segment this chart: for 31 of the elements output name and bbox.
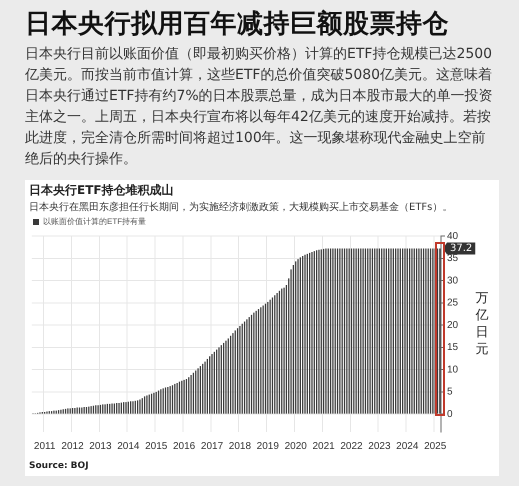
x-tick-label: 2020 [284,440,308,452]
x-tick-label: 2016 [172,440,196,452]
x-tick-label: 2015 [145,440,168,452]
chart-subtitle: 日本央行ETF持仓堆积成山 [29,182,174,199]
y-tick-label: 20 [447,320,459,331]
x-tick-label: 2022 [340,440,364,452]
y-tick-label: 30 [447,275,459,286]
source-note: Source: BOJ [29,461,89,471]
x-tick-label: 2011 [34,440,56,452]
annotation: 37.2 [450,243,472,254]
chart-title: 日本央行拟用百年减持巨额股票持仓 [25,8,449,41]
legend-label: 以账面价值计算的ETF持有量 [43,217,146,226]
text: 日本央行在黑田东彦担任行长期间，为实施经济刺激政策，大规模购买上市交易基金（ETFs）。 [29,200,452,214]
x-tick-label: 2019 [256,440,280,452]
text: 日本央行目前以账面价值（即最初购买价格）计算的ETF持仓规模已达2500亿美元。而按当前市值计算，这些ETF的总价值突破5080亿美元。这意味着日本央行通过ETF持有约7%的日本股票总量，成为日本股市最大的单一投资主体之一。上周五，日本央行宣布将以每年42亿美元的速度开始减持。若按此进度，完全清仓所需时间将超过100年。这一现象堪称现代金融史上空前绝后的央行操作。 [25,45,494,169]
x-tick-label: 2018 [228,440,252,452]
y-tick-label: 15 [447,342,459,354]
y-tick-label: 5 [447,386,453,398]
x-tick-label: 2012 [61,440,84,452]
x-tick-label: 2021 [312,440,336,452]
x-tick-label: 2017 [200,440,224,452]
y-axis-title: 万亿日元 [475,290,489,358]
y-tick-label: 0 [447,408,453,420]
x-tick-label: 2023 [368,440,391,452]
x-tick-label: 2013 [89,440,112,452]
y-tick-label: 10 [447,364,459,376]
x-tick-label: 2014 [117,440,140,452]
x-tick-label: 2025 [424,440,447,452]
y-tick-label: 40 [447,230,459,242]
x-tick-label: 2024 [396,440,419,452]
y-tick-label: 25 [447,298,459,309]
